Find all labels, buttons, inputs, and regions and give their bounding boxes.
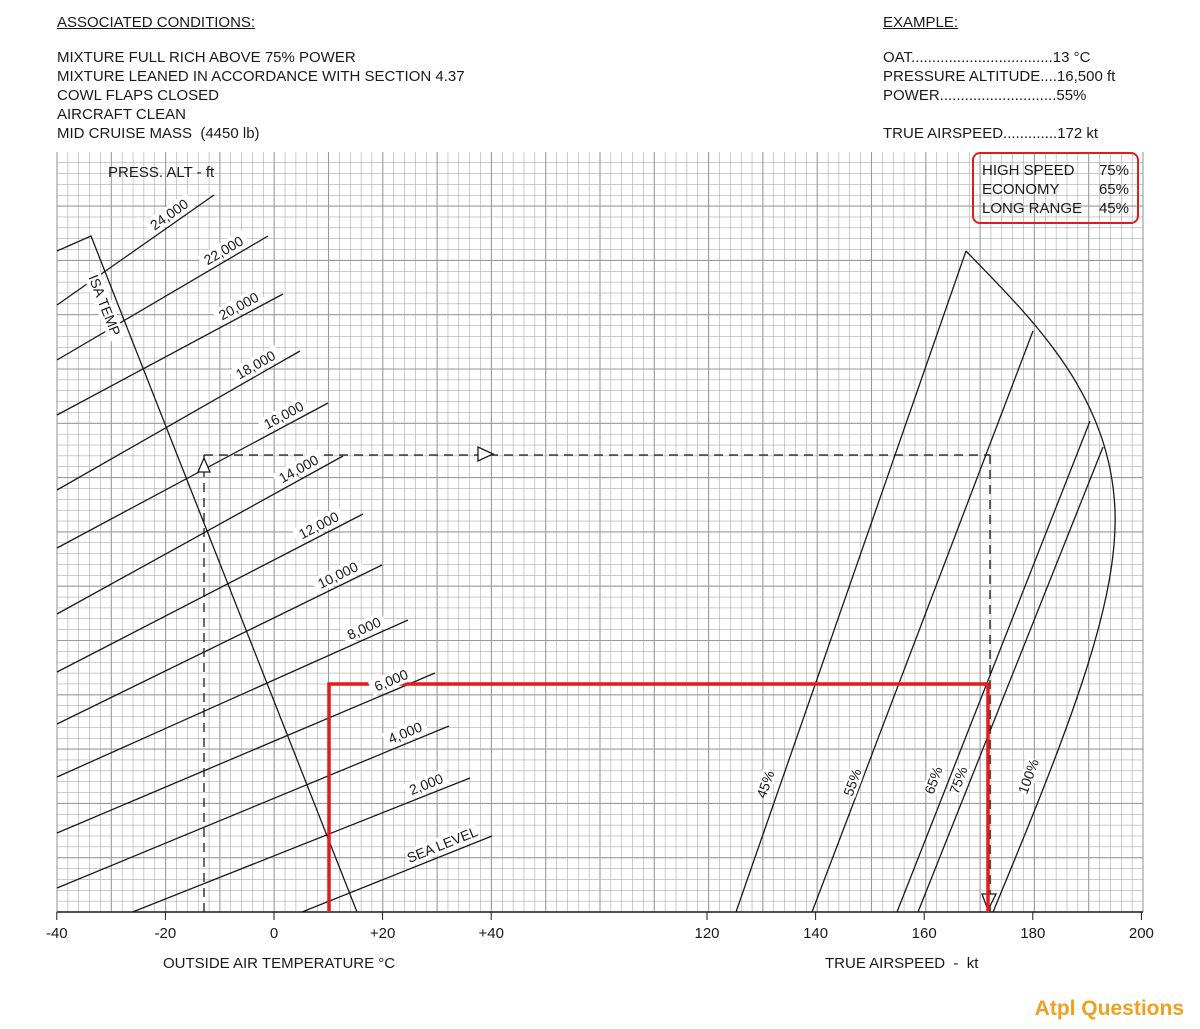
altitude-label: SEA LEVEL [404,823,480,866]
legend-label: HIGH SPEED [982,162,1075,179]
tick-label: 140 [803,925,828,942]
altitude-line [56,725,450,889]
power-label-bg [1015,756,1042,796]
altitude-label: 8,000 [345,614,384,643]
tick-label: 180 [1020,925,1045,942]
highlight-path [327,682,990,912]
altitude-label: 4,000 [386,719,425,747]
oat-axis-title: OUTSIDE AIR TEMPERATURE °C [163,955,396,972]
condition-line: MIXTURE LEANED IN ACCORDANCE WITH SECTIO… [57,68,465,85]
power-label-group: 65% [921,764,946,796]
power-label-bg [840,766,865,799]
isa-temp-line [56,235,358,913]
tick-label: +40 [478,925,503,942]
altitude-line [301,835,493,913]
example-pressure-altitude: PRESSURE ALTITUDE....16,500 ft [883,68,1116,85]
altitude-line [56,619,409,778]
power-line-100 [965,250,1116,913]
arrow-head [197,456,211,473]
tick-label: -20 [155,925,177,942]
power-label: 75% [946,764,971,796]
altitude-label-group: 22,000 [196,230,250,271]
power-label-bg [946,764,971,797]
altitude-label-bg [402,768,450,800]
altitude-label: 24,000 [147,195,191,233]
press-alt-title: PRESS. ALT - ft [108,164,215,181]
altitude-label-bg [256,395,311,435]
isa-label-bg [83,268,126,342]
altitude-line [56,402,329,549]
conditions-heading: ASSOCIATED CONDITIONS: [57,14,256,31]
altitude-line [132,777,471,913]
altitude-line [56,455,344,615]
altitude-label-bg [228,344,283,385]
tick-label: 160 [912,925,937,942]
power-label: 65% [921,764,946,796]
legend-label: ECONOMY [982,181,1060,198]
altitude-label-bg [291,506,346,545]
tick-label: 120 [694,925,719,942]
condition-line: COWL FLAPS CLOSED [57,87,219,104]
legend-value: 45% [1098,200,1129,217]
chart-curves [56,194,1116,913]
power-setting-legend: HIGH SPEED 75% ECONOMY 65% LONG RANGE 45… [972,152,1139,224]
altitude-line [56,672,436,834]
power-label-group: 75% [946,764,971,796]
legend-label: LONG RANGE [982,200,1083,217]
tas-axis-title: TRUE AIRSPEED - kt [825,955,979,972]
condition-line: AIRCRAFT CLEAN [57,106,186,123]
altitude-label-bg [143,192,196,236]
example-true-airspeed: TRUE AIRSPEED.............172 kt [883,125,1099,142]
condition-line: MIXTURE FULL RICH ABOVE 75% POWER [57,49,356,66]
altitude-line [56,350,301,491]
power-line [896,420,1091,913]
tick-label: +20 [370,925,395,942]
altitude-label-bg [367,664,415,697]
altitude-label-bg [403,823,481,867]
altitude-label-bg [271,449,326,489]
power-line [917,446,1104,913]
altitude-label-group: 12,000 [291,506,346,545]
tick-label: 200 [1129,925,1154,942]
legend-value: 65% [1098,181,1129,198]
power-label: 100% [1015,757,1042,796]
power-label-bg [753,768,778,801]
altitude-line [56,564,383,725]
legend-value: 75% [1098,162,1129,179]
grid [56,152,1144,913]
power-label-group: 100% [1015,757,1042,796]
altitude-label-bg [196,230,250,271]
tick-label: 0 [270,925,278,942]
brand-logo: Atpl Questions [1034,997,1184,1020]
condition-line: MID CRUISE MASS (4450 lb) [57,125,260,142]
power-label-bg [921,764,946,797]
arrow-head [477,445,495,463]
power-line [735,250,967,913]
example-oat: OAT..................................13 … [883,49,1091,66]
power-line [811,330,1034,913]
altitude-line [56,513,364,673]
altitude-line [56,293,284,416]
altitude-label-bg [340,611,388,645]
example-heading: EXAMPLE: [883,14,959,31]
altitude-label-bg [211,286,266,326]
altitude-line [56,194,215,306]
example-power: POWER............................55% [883,87,1087,104]
tick-label: -40 [46,925,68,942]
altitude-label-bg [381,716,429,749]
altitude-label-group: 10,000 [310,556,365,594]
altitude-line [56,235,269,361]
altitude-label-bg [310,556,365,594]
